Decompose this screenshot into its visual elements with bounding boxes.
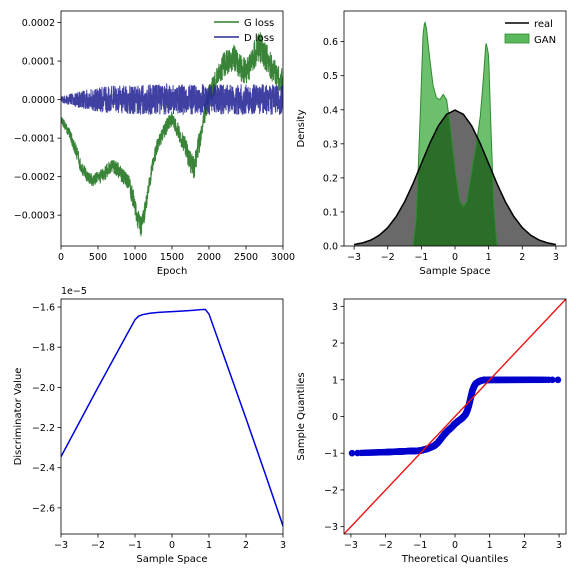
density-legend-label-gan: GAN xyxy=(534,35,556,46)
loss-x-tick-label: 2500 xyxy=(234,252,258,263)
loss-y-tick-label: −0.0002 xyxy=(14,172,55,183)
qq-y-tick-label: 2 xyxy=(332,339,338,350)
density-legend-label-real: real xyxy=(534,19,553,30)
density-x-tick-label: 0 xyxy=(452,252,458,263)
qq-x-tick-label: 1 xyxy=(487,540,493,551)
qq-y-tick-label: −2 xyxy=(324,485,338,496)
qq-x-tick-label: 3 xyxy=(556,540,562,551)
loss-x-tick-label: 3000 xyxy=(271,252,295,263)
density-x-tick-label: 1 xyxy=(486,252,492,263)
qq-y-tick-label: −3 xyxy=(324,522,338,533)
qq-points xyxy=(344,376,566,457)
loss-x-tick-label: 500 xyxy=(89,252,107,263)
density-gan-line xyxy=(412,21,498,246)
qq-x-tick-label: −2 xyxy=(379,540,393,551)
qq-y-tick-label: −1 xyxy=(324,449,338,460)
density-x-tick-label: 3 xyxy=(553,252,559,263)
density-legend-swatch-gan xyxy=(504,33,530,44)
density-real-line xyxy=(353,109,557,246)
discriminator-x-axis-label: Sample Space xyxy=(136,554,207,565)
density-x-tick-label: −3 xyxy=(347,252,361,263)
qq-x-tick-label: 0 xyxy=(452,540,458,551)
qq-x-tick-label: 2 xyxy=(521,540,527,551)
density-chart: −3 −2 −1 0 1 2 3 0.0 0.1 0.2 0.3 0.4 0.5 0.6 Sample Sp… xyxy=(296,10,567,277)
density-x-tick-label: 2 xyxy=(519,252,525,263)
discriminator-line xyxy=(61,308,283,527)
discriminator-x-tick-label: 3 xyxy=(280,540,286,551)
discriminator-y-tick-label: −2.4 xyxy=(32,463,55,474)
loss-series-g-loss xyxy=(61,32,283,237)
loss-y-tick-label: −0.0003 xyxy=(14,211,55,222)
qq-x-axis-label: Theoretical Quantiles xyxy=(401,554,509,565)
loss-x-tick-label: 1000 xyxy=(123,252,147,263)
discriminator-x-tick-label: −1 xyxy=(128,540,142,551)
qq-y-axis-label: Sample Quantiles xyxy=(296,372,307,460)
qq-y-tick-label: 3 xyxy=(332,302,338,313)
discriminator-plot-area xyxy=(61,308,283,527)
density-y-tick-label: 0.3 xyxy=(323,139,338,150)
discriminator-x-tick-label: 2 xyxy=(243,540,249,551)
loss-legend-label: G loss xyxy=(244,18,274,29)
loss-chart: 0 500 1000 1500 2000 2500 3000 −0.0003 −0.0002 −0… xyxy=(14,10,295,277)
discriminator-y-axis-label: Discriminator Value xyxy=(13,368,24,466)
qq-y-tick-label: 0 xyxy=(332,412,338,423)
density-y-tick-label: 0.6 xyxy=(323,37,338,48)
loss-x-axis-label: Epoch xyxy=(157,266,188,277)
discriminator-x-tick-label: 0 xyxy=(169,540,175,551)
loss-series-d-loss xyxy=(61,82,283,116)
density-y-tick-label: 0.5 xyxy=(323,71,338,82)
density-plot-area xyxy=(353,21,557,246)
loss-x-tick-label: 0 xyxy=(58,252,64,263)
density-y-tick-label: 0.0 xyxy=(323,242,338,253)
discriminator-x-tick-label: 1 xyxy=(206,540,212,551)
density-y-tick-label: 0.2 xyxy=(323,173,338,184)
density-y-tick-label: 0.1 xyxy=(323,207,338,218)
qq-x-tick-label: −1 xyxy=(413,540,427,551)
loss-y-tick-label: 0.0000 xyxy=(22,95,55,106)
qq-plot: −3 −2 −1 0 1 2 3 −3 −2 −1 0 1 2 3 Theoretical Quantile… xyxy=(296,298,567,565)
loss-y-tick-label: 0.0002 xyxy=(22,18,55,29)
density-x-tick-label: −2 xyxy=(381,252,395,263)
loss-y-tick-label: −0.0001 xyxy=(14,134,55,145)
loss-legend-label: D loss xyxy=(244,33,274,44)
qq-point xyxy=(348,449,356,457)
loss-y-tick-label: 0.0001 xyxy=(22,57,55,68)
density-y-tick-label: 0.4 xyxy=(323,105,338,116)
loss-plot-area xyxy=(61,32,283,237)
qq-point xyxy=(549,376,556,384)
density-x-tick-label: −1 xyxy=(414,252,428,263)
qq-reference-line xyxy=(344,299,566,534)
qq-x-tick-label: −3 xyxy=(344,540,358,551)
discriminator-chart: −3 −2 −1 0 1 2 3 −2.6 −2.4 −2.2 −2.0 −1.8 −1.6 Sample… xyxy=(13,286,286,565)
qq-plot-area xyxy=(344,299,566,534)
loss-x-tick-label: 2000 xyxy=(197,252,221,263)
qq-point xyxy=(554,376,562,384)
discriminator-y-tick-label: −2.0 xyxy=(32,383,55,394)
discriminator-scale-label: 1e−5 xyxy=(61,286,87,297)
loss-legend: G loss D loss xyxy=(214,18,274,44)
density-y-axis-label: Density xyxy=(296,109,307,147)
discriminator-x-tick-label: −2 xyxy=(91,540,105,551)
discriminator-y-tick-label: −1.8 xyxy=(32,343,55,354)
discriminator-y-tick-label: −2.6 xyxy=(32,503,55,514)
loss-x-tick-label: 1500 xyxy=(160,252,184,263)
discriminator-y-tick-label: −1.6 xyxy=(32,303,55,314)
qq-y-tick-label: 1 xyxy=(332,375,338,386)
density-x-axis-label: Sample Space xyxy=(419,266,490,277)
discriminator-x-tick-label: −3 xyxy=(54,540,68,551)
discriminator-y-tick-label: −2.2 xyxy=(32,423,55,434)
density-legend: real GAN xyxy=(504,19,556,46)
